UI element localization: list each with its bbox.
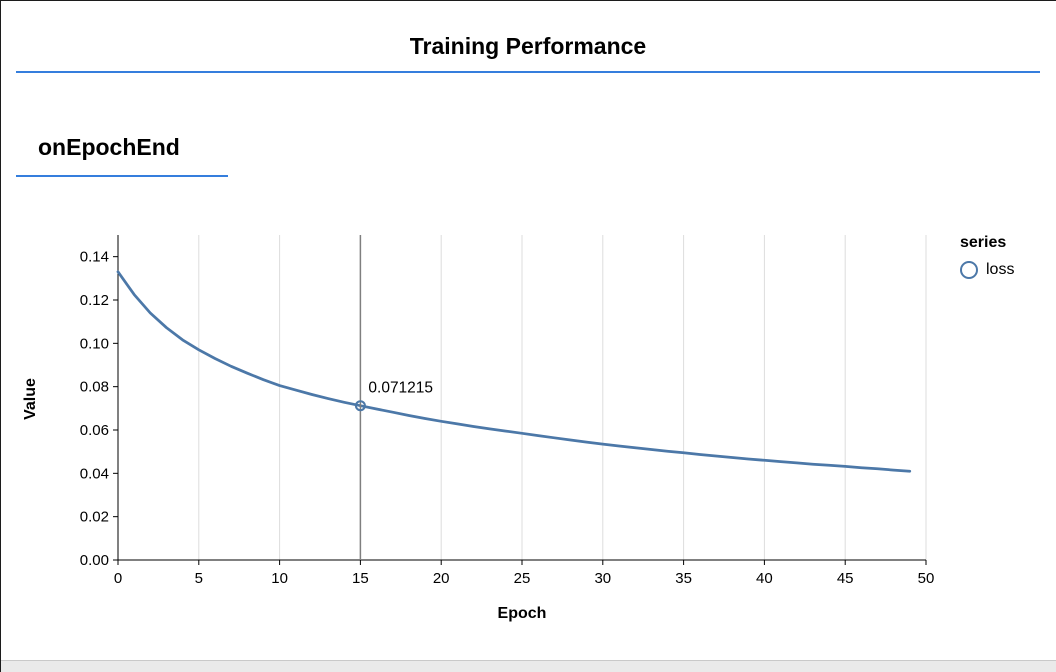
x-tick-label: 45	[837, 570, 854, 587]
y-tick-label: 0.04	[80, 465, 109, 482]
legend-item-loss: loss	[960, 261, 1014, 279]
y-tick-label: 0.00	[80, 552, 109, 569]
section-heading-onepochend: onEpochEnd	[16, 134, 228, 177]
page-title: Training Performance	[409, 33, 647, 59]
x-tick-label: 25	[514, 570, 531, 587]
x-tick-label: 40	[756, 570, 773, 587]
y-tick-label: 0.08	[80, 379, 109, 396]
x-tick-label: 10	[271, 570, 288, 587]
x-tick-label: 0	[114, 570, 122, 587]
x-tick-label: 35	[675, 570, 692, 587]
hover-value-label: 0.071215	[368, 380, 433, 397]
y-tick-label: 0.10	[80, 335, 109, 352]
loss-series-marker-icon	[960, 261, 978, 279]
y-tick-label: 0.14	[80, 249, 109, 266]
legend-title: series	[960, 234, 1007, 251]
legend-item-label: loss	[986, 261, 1015, 278]
y-tick-label: 0.12	[80, 292, 109, 309]
title-divider	[16, 71, 1040, 73]
y-axis-title: Value	[22, 378, 39, 420]
x-tick-label: 5	[195, 570, 203, 587]
x-tick-label: 30	[594, 570, 611, 587]
y-tick-label: 0.02	[80, 509, 109, 526]
x-tick-label: 20	[433, 570, 450, 587]
x-axis-title: Epoch	[497, 605, 547, 622]
loss-line-chart[interactable]: 0 5 10 15 20 25 30 35 40 45 50 0.00 0.02 0.04 0.06 0.08…	[0, 225, 950, 630]
x-tick-label: 50	[918, 570, 935, 587]
hover-point	[354, 400, 366, 412]
chart-legend: series loss	[960, 234, 1014, 279]
page-bottom-edge	[0, 660, 1056, 672]
y-tick-label: 0.06	[80, 422, 109, 439]
x-tick-label: 15	[352, 570, 369, 587]
loss-line	[116, 270, 912, 473]
